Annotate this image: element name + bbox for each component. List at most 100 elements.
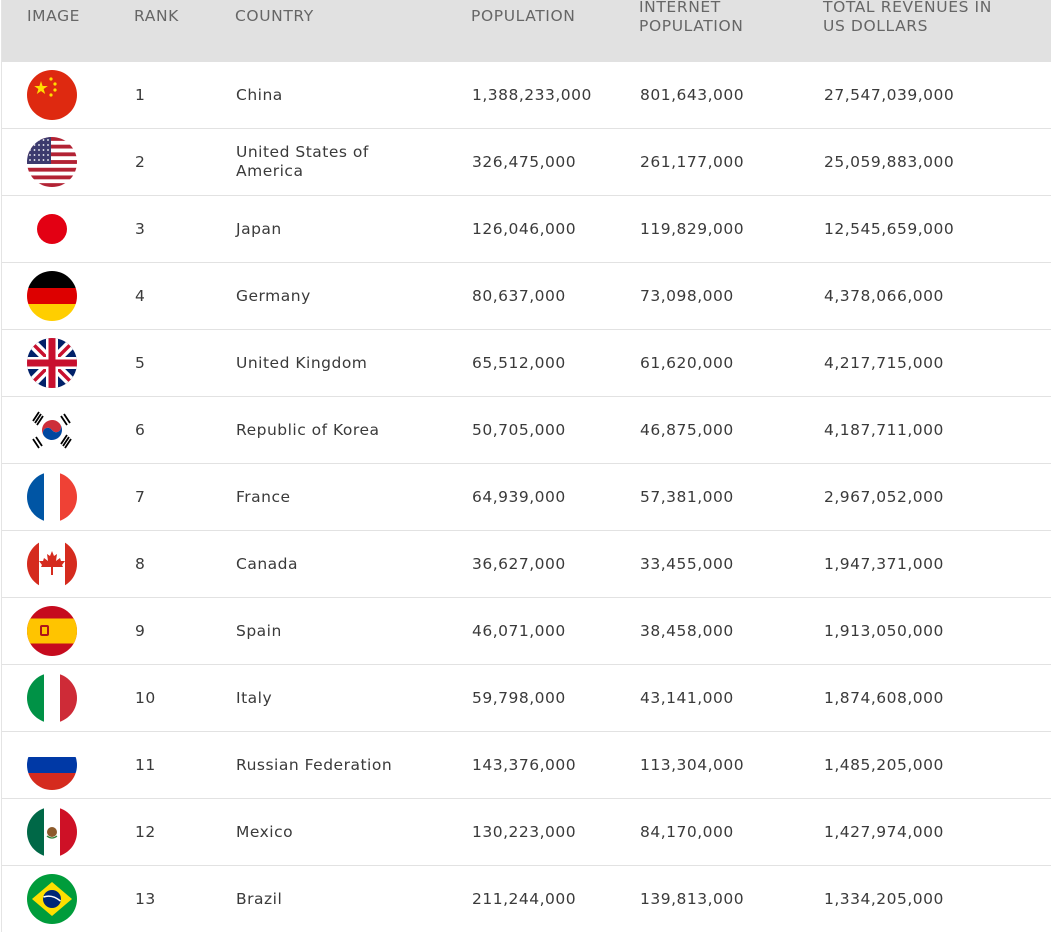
- country-cell: Republic of Korea: [236, 420, 380, 439]
- total-revenue-cell: 1,485,205,000: [824, 756, 944, 774]
- header-internet-population[interactable]: INTERNET POPULATION: [639, 0, 743, 36]
- rank-cell: 12: [135, 823, 156, 841]
- country-cell: France: [236, 487, 291, 506]
- image-cell: [27, 330, 79, 396]
- rank-cell: 13: [135, 890, 156, 908]
- internet-population-cell: 119,829,000: [640, 220, 745, 238]
- table-row: 1 China 1,388,233,000 801,643,000 27,547,039…: [2, 62, 1051, 128]
- rank-cell: 1: [135, 86, 146, 104]
- spain-flag-icon: [27, 606, 77, 656]
- total-revenue-cell: 1,427,974,000: [824, 823, 944, 841]
- total-revenue-cell: 4,378,066,000: [824, 287, 944, 305]
- image-cell: [27, 799, 79, 865]
- image-cell: [27, 464, 79, 530]
- total-revenue-cell: 25,059,883,000: [824, 153, 955, 171]
- table-row: 4 Germany 80,637,000 73,098,000 4,378,066,00…: [2, 262, 1051, 329]
- mexico-flag-icon: [27, 807, 77, 857]
- table-row: 6 Republic of Korea 50,705,000 46,875,000 4,…: [2, 396, 1051, 463]
- italy-flag-icon: [27, 673, 77, 723]
- population-cell: 80,637,000: [472, 287, 566, 305]
- country-cell: United Kingdom: [236, 353, 368, 372]
- country-cell: Japan: [236, 219, 282, 238]
- internet-population-cell: 73,098,000: [640, 287, 734, 305]
- internet-population-cell: 57,381,000: [640, 488, 734, 506]
- country-cell: Brazil: [236, 889, 283, 908]
- total-revenue-cell: 1,947,371,000: [824, 555, 944, 573]
- header-image[interactable]: IMAGE: [27, 7, 81, 25]
- country-cell: Canada: [236, 554, 298, 573]
- image-cell: [27, 598, 79, 664]
- population-cell: 126,046,000: [472, 220, 577, 238]
- table-row: 7 France 64,939,000 57,381,000 2,967,052,000: [2, 463, 1051, 530]
- population-cell: 59,798,000: [472, 689, 566, 707]
- image-cell: [27, 866, 79, 932]
- header-revenue-line1: TOTAL REVENUES IN: [823, 0, 992, 16]
- uk-flag-icon: [27, 338, 77, 388]
- population-cell: 65,512,000: [472, 354, 566, 372]
- country-cell: China: [236, 85, 283, 104]
- table-row: 9 Spain 46,071,000 38,458,000 1,913,050,000: [2, 597, 1051, 664]
- table-row: 5 United Kingdom 65,512,000 61,620,000 4,217…: [2, 329, 1051, 396]
- image-cell: [27, 196, 79, 262]
- korea-flag-icon: [27, 405, 77, 455]
- russia-flag-icon: [27, 740, 77, 790]
- rank-cell: 5: [135, 354, 146, 372]
- image-cell: [27, 665, 79, 731]
- table-row: 12 Mexico 130,223,000 84,170,000 1,427,974,0…: [2, 798, 1051, 865]
- internet-population-cell: 113,304,000: [640, 756, 745, 774]
- population-cell: 64,939,000: [472, 488, 566, 506]
- country-cell: Russian Federation: [236, 755, 393, 774]
- china-flag-icon: [27, 70, 77, 120]
- table-row: 8 Canada 36,627,000 33,455,000 1,947,371,000: [2, 530, 1051, 597]
- table-row: 11 Russian Federation 143,376,000 113,304,0…: [2, 731, 1051, 798]
- total-revenue-cell: 1,334,205,000: [824, 890, 944, 908]
- table-row: 2 United States of America 326,475,000 261,…: [2, 128, 1051, 195]
- country-cell: Mexico: [236, 822, 294, 841]
- internet-population-cell: 46,875,000: [640, 421, 734, 439]
- image-cell: [27, 397, 79, 463]
- table-row: 13 Brazil 211,244,000 139,813,000 1,334,205,…: [2, 865, 1051, 932]
- table-row: 10 Italy 59,798,000 43,141,000 1,874,608,000: [2, 664, 1051, 731]
- header-country[interactable]: COUNTRY: [235, 7, 314, 25]
- population-cell: 50,705,000: [472, 421, 566, 439]
- total-revenue-cell: 12,545,659,000: [824, 220, 955, 238]
- internet-population-cell: 38,458,000: [640, 622, 734, 640]
- header-rank[interactable]: RANK: [134, 7, 179, 25]
- canada-flag-icon: [27, 539, 77, 589]
- rank-cell: 9: [135, 622, 146, 640]
- internet-population-cell: 33,455,000: [640, 555, 734, 573]
- image-cell: [27, 263, 79, 329]
- population-cell: 36,627,000: [472, 555, 566, 573]
- population-cell: 143,376,000: [472, 756, 577, 774]
- japan-flag-icon: [27, 204, 77, 254]
- germany-flag-icon: [27, 271, 77, 321]
- internet-population-cell: 84,170,000: [640, 823, 734, 841]
- rank-cell: 11: [135, 756, 156, 774]
- country-cell: Italy: [236, 688, 273, 707]
- population-cell: 1,388,233,000: [472, 86, 592, 104]
- header-revenue-line2: US DOLLARS: [823, 17, 929, 35]
- table-body: 1 China 1,388,233,000 801,643,000 27,547,039…: [2, 62, 1051, 932]
- total-revenue-cell: 27,547,039,000: [824, 86, 955, 104]
- total-revenue-cell: 4,187,711,000: [824, 421, 944, 439]
- header-total-revenues[interactable]: TOTAL REVENUES IN US DOLLARS: [823, 0, 992, 36]
- usa-flag-icon: [27, 137, 77, 187]
- internet-population-cell: 261,177,000: [640, 153, 745, 171]
- france-flag-icon: [27, 472, 77, 522]
- table-header: IMAGE RANK COUNTRY POPULATION INTERNET P…: [2, 0, 1051, 62]
- internet-population-cell: 61,620,000: [640, 354, 734, 372]
- image-cell: [27, 531, 79, 597]
- rank-cell: 2: [135, 153, 146, 171]
- brazil-flag-icon: [27, 874, 77, 924]
- image-cell: [27, 129, 79, 195]
- image-cell: [27, 732, 79, 798]
- image-cell: [27, 62, 79, 128]
- population-cell: 211,244,000: [472, 890, 577, 908]
- total-revenue-cell: 2,967,052,000: [824, 488, 944, 506]
- population-cell: 326,475,000: [472, 153, 577, 171]
- header-population[interactable]: POPULATION: [471, 7, 576, 25]
- country-cell: United States of America: [236, 143, 369, 180]
- rank-cell: 10: [135, 689, 156, 707]
- rank-cell: 4: [135, 287, 146, 305]
